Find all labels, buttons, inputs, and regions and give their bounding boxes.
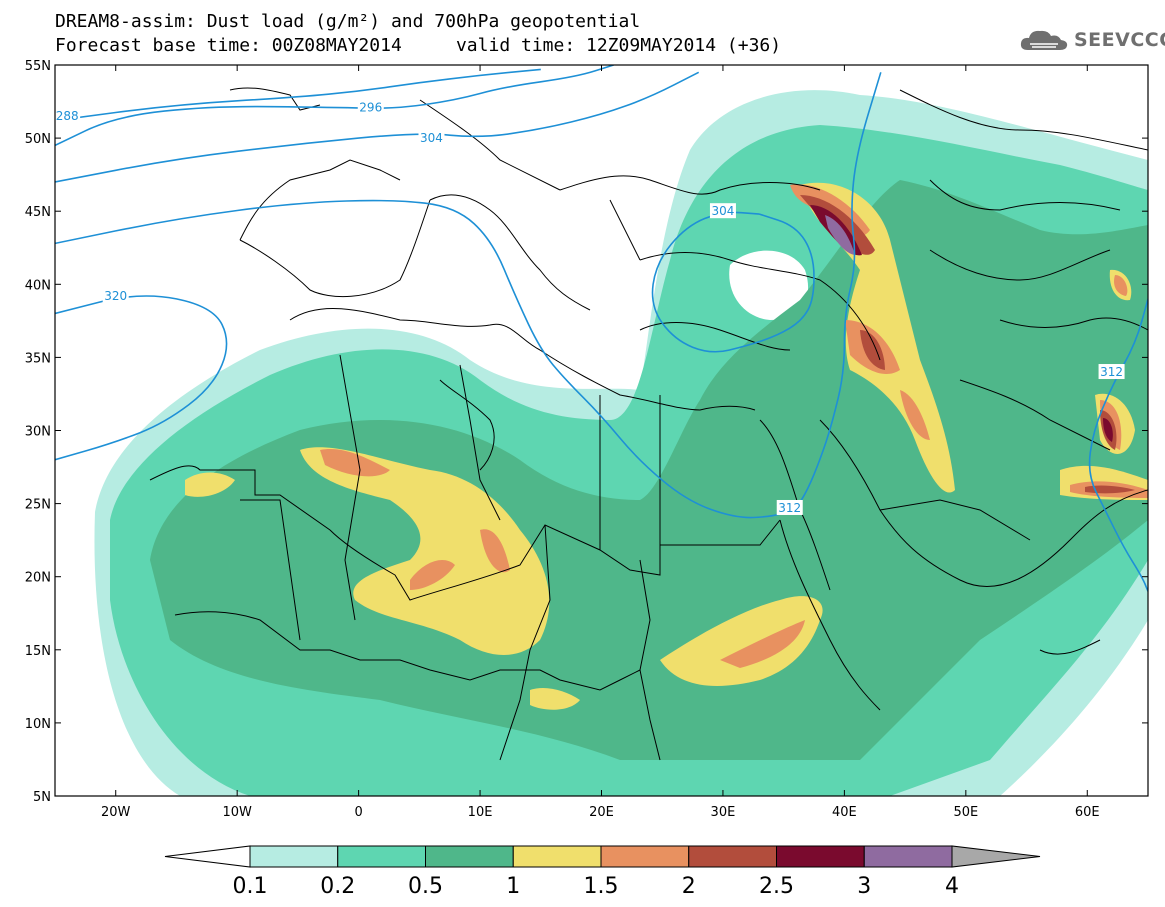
contour-label: 288 xyxy=(56,109,79,123)
lon-label: 0 xyxy=(354,805,362,820)
contour-label-bg xyxy=(102,287,129,303)
lat-label: 40N xyxy=(25,278,51,293)
title-line-1: DREAM8-assim: Dust load (g/m²) and 700hP… xyxy=(55,11,641,32)
contour-label-bg xyxy=(418,130,445,146)
contour-label: 320 xyxy=(104,289,127,303)
cloud-icon xyxy=(1020,30,1068,50)
geopotential-line-296 xyxy=(55,65,614,147)
lon-label: 20W xyxy=(101,805,131,820)
geopotential-line-312 xyxy=(55,72,882,519)
contour-label-bg xyxy=(776,499,803,515)
contour-label-bg xyxy=(709,203,736,219)
contour-label: 296 xyxy=(359,100,382,114)
lat-label: 30N xyxy=(25,425,51,440)
geopotential-contours: 288 296 304 312 304 320 312 xyxy=(55,65,1148,592)
contour-label: 304 xyxy=(420,131,443,145)
contour-label-bg xyxy=(357,99,384,115)
seevccc-logo: SEEVCCC xyxy=(1018,26,1165,54)
lon-label: 50E xyxy=(953,805,978,820)
lat-label: 10N xyxy=(25,717,51,732)
lat-label: 5N xyxy=(33,790,51,805)
contour-label: 312 xyxy=(778,501,801,515)
contour-label-bg xyxy=(1098,364,1125,380)
contour-label: 304 xyxy=(711,204,734,218)
lon-label: 10E xyxy=(468,805,493,820)
lat-label: 45N xyxy=(25,205,51,220)
lon-label: 10W xyxy=(222,805,252,820)
geopotential-line-312 xyxy=(1088,298,1148,592)
logo-text: SEEVCCC xyxy=(1074,29,1165,51)
dust-area-3 xyxy=(825,215,855,255)
lon-label: 60E xyxy=(1075,805,1100,820)
lon-label: 40E xyxy=(832,805,857,820)
map-axes: 55N 50N 45N 40N 35N 30N 25N 20N 15N 10N 5N 20W 10W 0 1… xyxy=(25,59,1148,820)
lat-label: 50N xyxy=(25,132,51,147)
dust-area-1-west xyxy=(300,447,550,655)
country-borders xyxy=(149,87,1148,761)
lat-label: 20N xyxy=(25,571,51,586)
lat-label: 15N xyxy=(25,644,51,659)
lat-label: 55N xyxy=(25,59,51,74)
dust-shading xyxy=(94,90,1148,796)
contour-label-bg xyxy=(55,108,81,124)
lat-label: 25N xyxy=(25,498,51,513)
contour-label: 312 xyxy=(1100,365,1123,379)
title-line-2: Forecast base time: 00Z08MAY2014 valid t… xyxy=(55,35,782,56)
lat-label: 35N xyxy=(25,351,51,366)
geopotential-line-304 xyxy=(651,211,815,353)
dust-area-1-east xyxy=(660,596,823,686)
lon-label: 30E xyxy=(711,805,736,820)
lon-label: 20E xyxy=(589,805,614,820)
geopotential-line-288 xyxy=(55,68,541,122)
